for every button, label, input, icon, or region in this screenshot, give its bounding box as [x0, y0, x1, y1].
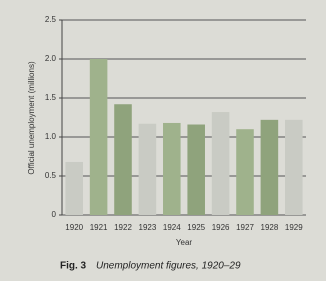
x-tick-label: 1921	[90, 223, 108, 232]
x-tick-label: 1922	[114, 223, 132, 232]
x-tick-label: 1926	[212, 223, 230, 232]
caption-label: Fig. 3	[60, 261, 87, 272]
bar	[90, 59, 108, 215]
bar	[285, 120, 303, 215]
x-tick-label: 1927	[236, 223, 254, 232]
bar	[139, 124, 157, 215]
chart: Official unemployment (millions) Year Fi…	[0, 0, 326, 281]
x-tick-label: 1920	[65, 223, 83, 232]
y-tick-label: 2.5	[45, 15, 57, 24]
bar	[163, 123, 181, 215]
y-axis-label: Official unemployment (millions)	[27, 61, 36, 175]
page: {"chart_data": {"type": "bar", "y_label"…	[0, 0, 326, 281]
x-tick-label: 1925	[187, 223, 205, 232]
x-tick-label: 1928	[261, 223, 279, 232]
y-tick-label: 2.0	[45, 54, 57, 63]
bar	[236, 129, 254, 215]
bar	[261, 120, 279, 215]
bar	[114, 104, 132, 215]
bar	[212, 112, 230, 215]
x-axis-label: Year	[176, 238, 193, 247]
bar	[65, 162, 83, 215]
x-tick-label: 1923	[139, 223, 157, 232]
y-tick-label: 1.0	[45, 132, 57, 141]
bar	[187, 125, 205, 215]
x-tick-label: 1924	[163, 223, 181, 232]
y-tick-label: 0	[52, 210, 57, 219]
y-tick-label: 1.5	[45, 93, 57, 102]
x-tick-label: 1929	[285, 223, 303, 232]
y-tick-label: 0.5	[45, 171, 57, 180]
caption: Unemployment figures, 1920–29	[96, 261, 241, 272]
